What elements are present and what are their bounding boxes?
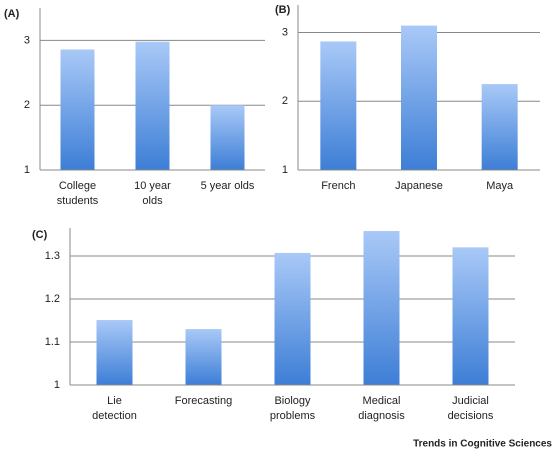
- y-tick-label: 1.3: [45, 250, 60, 262]
- y-tick-label: 3: [24, 34, 30, 46]
- y-tick-label: 1: [24, 164, 30, 176]
- y-tick-label: 2: [282, 95, 288, 107]
- bar: [185, 329, 222, 385]
- bar: [481, 84, 518, 170]
- x-tick-label: 5 year olds: [201, 180, 255, 192]
- panel-label: (A): [4, 8, 20, 20]
- x-tick-label: Biology problems: [270, 395, 316, 422]
- panel-label: (C): [32, 229, 48, 241]
- bar: [274, 252, 311, 385]
- x-tick-label: French: [321, 180, 355, 192]
- x-tick-label: Lie detection: [92, 395, 137, 422]
- bar: [60, 49, 95, 170]
- x-tick-label: Medical diagnosis: [358, 395, 405, 422]
- bar: [452, 247, 489, 385]
- y-tick-label: 1: [54, 379, 60, 391]
- x-tick-label: Maya: [486, 180, 514, 192]
- bar: [135, 41, 170, 170]
- bar: [96, 320, 133, 385]
- y-tick-label: 1: [282, 164, 288, 176]
- y-tick-label: 1.1: [45, 336, 60, 348]
- footer: Trends in Cognitive Sciences: [413, 439, 552, 450]
- panel-label: (B): [275, 4, 291, 16]
- bar: [401, 25, 437, 170]
- x-tick-label: 10 year olds: [134, 180, 171, 207]
- bar: [210, 105, 245, 170]
- y-tick-label: 2: [24, 99, 30, 111]
- y-tick-label: 3: [282, 26, 288, 38]
- bar: [363, 231, 400, 385]
- y-tick-label: 1.2: [45, 293, 60, 305]
- x-tick-label: Forecasting: [175, 395, 232, 407]
- x-tick-label: Judicial decisions: [448, 395, 494, 422]
- x-tick-label: College students: [57, 180, 99, 207]
- x-tick-label: Japanese: [395, 180, 443, 192]
- bar: [320, 41, 357, 170]
